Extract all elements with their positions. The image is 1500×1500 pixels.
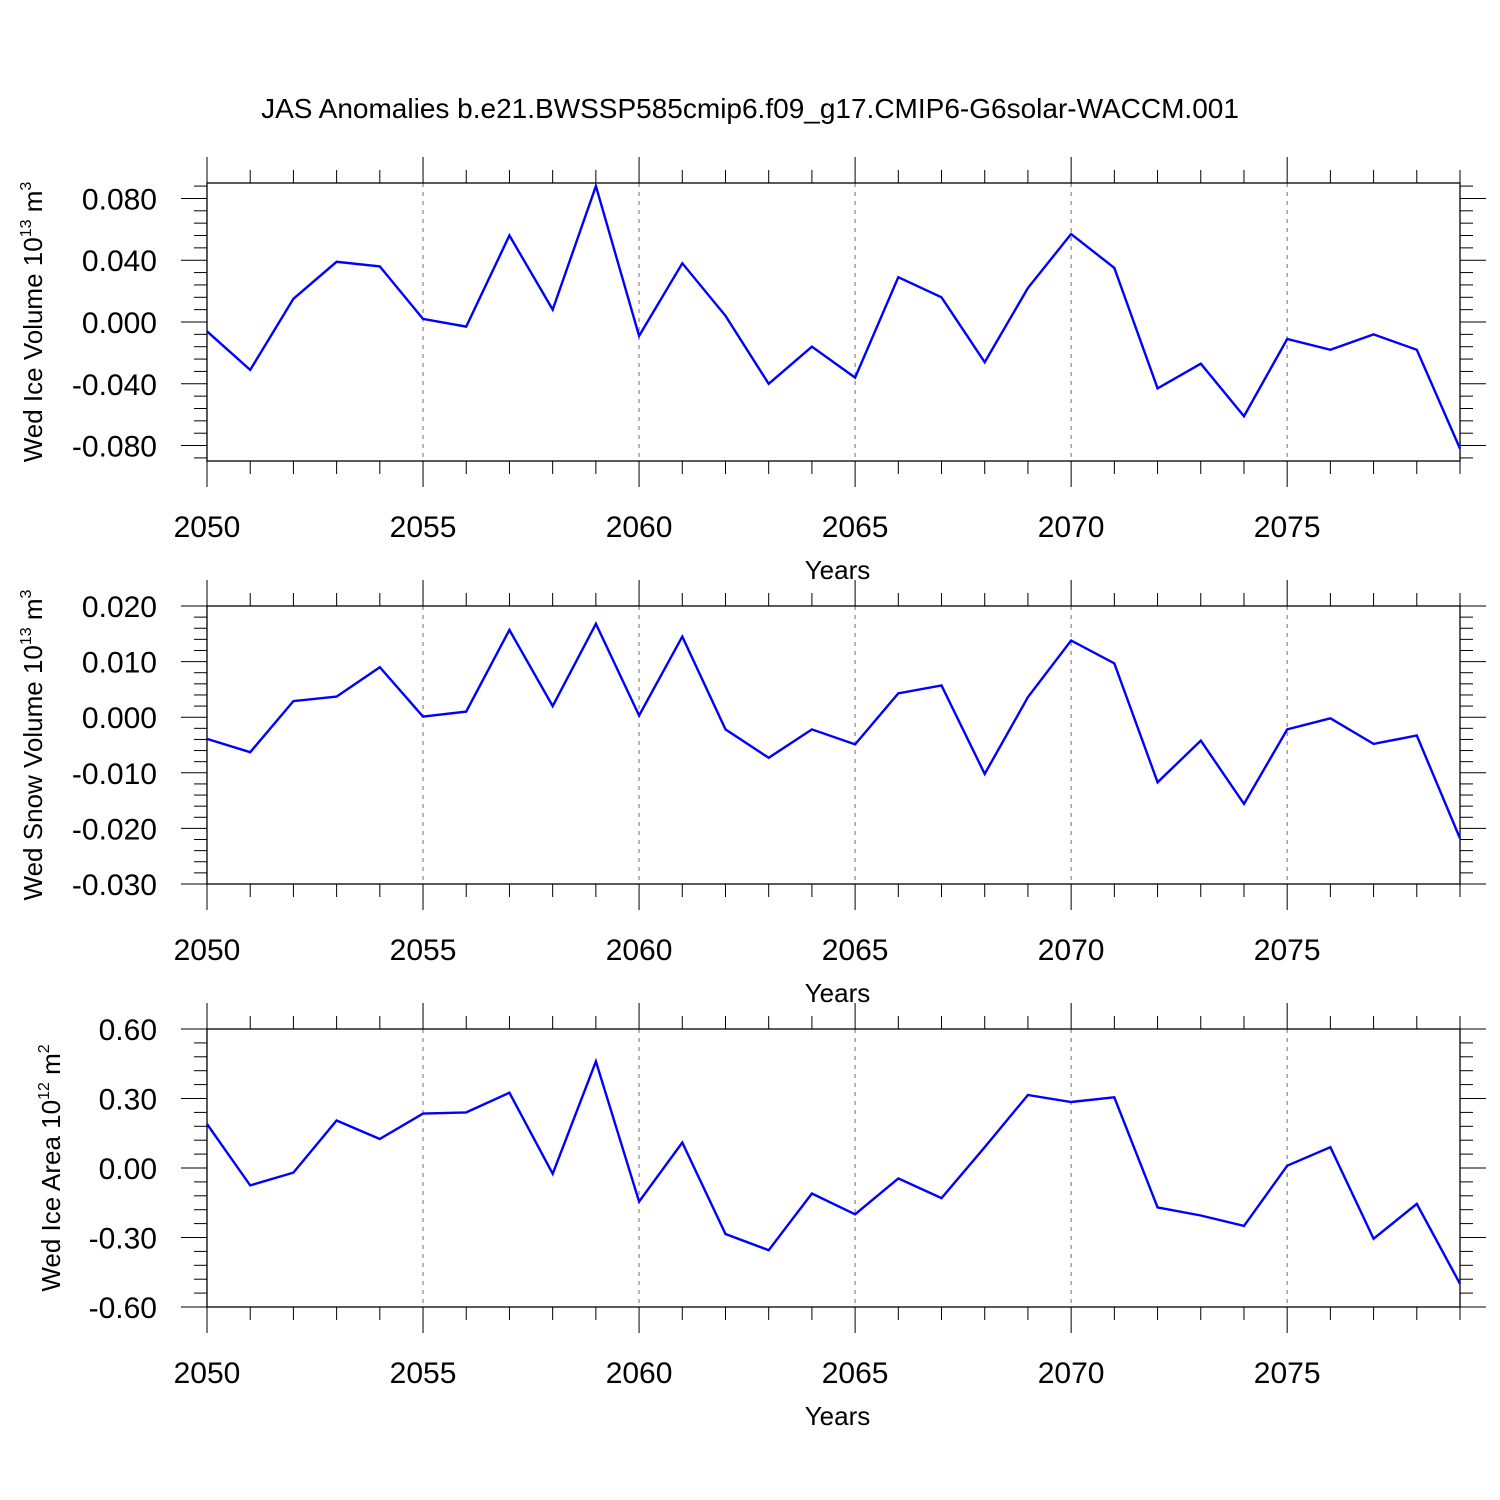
y-axis-label: Wed Ice Volume 1013 m3 <box>18 182 48 463</box>
x-tick-label: 2070 <box>1038 934 1105 967</box>
y-tick-label: -0.080 <box>72 431 157 464</box>
y-tick-label: 0.040 <box>82 245 157 278</box>
x-axis-label: Years <box>805 1401 871 1431</box>
y-tick-label: 0.00 <box>99 1153 157 1186</box>
x-tick-label: 2070 <box>1038 1357 1105 1390</box>
y-tick-label: 0.080 <box>82 183 157 216</box>
x-tick-label: 2055 <box>390 511 457 544</box>
y-tick-label: -0.020 <box>72 813 157 846</box>
x-tick-label: 2050 <box>174 1357 241 1390</box>
x-axis-label: Years <box>805 978 871 1008</box>
x-axis-label: Years <box>805 555 871 585</box>
y-axis-label: Wed Ice Area 1012 m2 <box>36 1044 66 1291</box>
series-line <box>206 621 1462 839</box>
y-tick-label: -0.030 <box>72 869 157 902</box>
x-tick-label: 2075 <box>1254 511 1321 544</box>
y-tick-label: 0.60 <box>99 1014 157 1047</box>
chart-panel-1: 2050 2055 2060 2065 2070 2075 Years -0.080 -0.04… <box>18 157 1486 585</box>
plot-frame <box>206 182 1461 462</box>
chart-panel-3: 2050 2055 2060 2065 2070 2075 Years -0.60 -0.30 0… <box>36 1003 1486 1431</box>
y-tick-label: 0.000 <box>82 702 157 735</box>
x-tick-label: 2060 <box>606 934 673 967</box>
x-tick-label: 2050 <box>174 511 241 544</box>
x-tick-label: 2065 <box>822 934 889 967</box>
x-tick-label: 2070 <box>1038 511 1105 544</box>
x-tick-label: 2075 <box>1254 1357 1321 1390</box>
x-tick-label: 2060 <box>606 1357 673 1390</box>
y-tick-label: -0.30 <box>89 1223 157 1256</box>
series-line <box>206 182 1462 450</box>
y-tick-label: -0.010 <box>72 758 157 791</box>
series-line <box>206 1057 1462 1285</box>
plot-frame <box>206 1028 1461 1308</box>
y-axis-label: Wed Snow Volume 1013 m3 <box>18 589 48 900</box>
x-tick-label: 2055 <box>390 934 457 967</box>
figure-title: JAS Anomalies b.e21.BWSSP585cmip6.f09_g1… <box>261 93 1239 124</box>
chart-panel-2: 2050 2055 2060 2065 2070 2075 Years -0.030 -0.02… <box>18 580 1486 1008</box>
y-tick-label: -0.040 <box>72 369 157 402</box>
y-tick-label: 0.010 <box>82 647 157 680</box>
x-tick-label: 2050 <box>174 934 241 967</box>
plot-frame <box>206 605 1461 885</box>
y-tick-label: 0.020 <box>82 591 157 624</box>
x-tick-label: 2060 <box>606 511 673 544</box>
y-tick-label: 0.30 <box>99 1084 157 1117</box>
x-tick-label: 2055 <box>390 1357 457 1390</box>
y-tick-label: 0.000 <box>82 307 157 340</box>
x-tick-label: 2065 <box>822 511 889 544</box>
x-tick-label: 2065 <box>822 1357 889 1390</box>
y-tick-label: -0.60 <box>89 1292 157 1325</box>
x-tick-label: 2075 <box>1254 934 1321 967</box>
